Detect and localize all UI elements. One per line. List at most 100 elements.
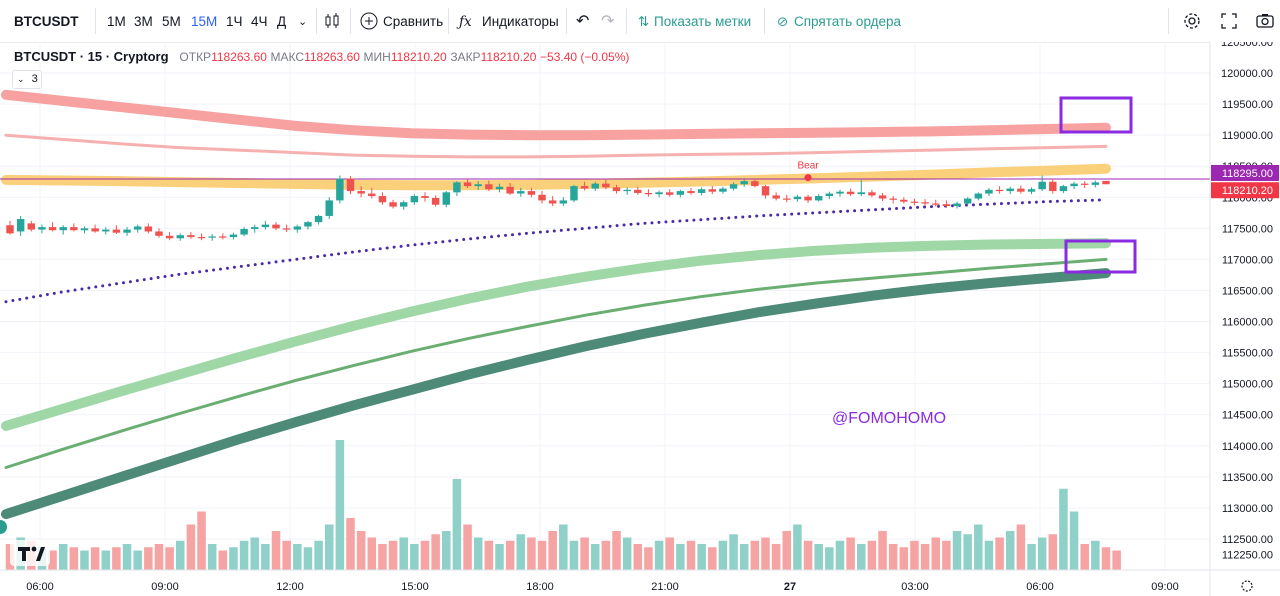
hide-orders-button[interactable]: Спрятать ордера	[794, 14, 902, 29]
undo-icon[interactable]: ↶	[576, 13, 590, 30]
timeframe-6[interactable]: Д	[277, 14, 287, 29]
volume-bar	[580, 537, 589, 570]
indicators-toggle[interactable]: ⌄ 3	[12, 70, 42, 89]
candle-body	[123, 229, 131, 233]
highlight-box-top	[1059, 96, 1133, 134]
bear-marker-dot	[804, 174, 812, 182]
volume-bar	[888, 544, 898, 570]
candle-body	[910, 201, 919, 203]
candle-body	[272, 224, 280, 229]
candle-body	[857, 192, 865, 195]
candle-body	[751, 181, 759, 187]
candle-body	[197, 237, 206, 239]
candle-body	[282, 228, 291, 230]
volume-bar	[58, 544, 68, 570]
candle-body	[399, 202, 408, 207]
symbol-search[interactable]: BTCUSDT	[14, 14, 79, 29]
indicators-button[interactable]: Индикаторы	[482, 14, 559, 29]
candle-body	[16, 219, 25, 232]
volume-bar	[1048, 534, 1058, 570]
legend-open: 118263.60	[211, 50, 267, 64]
gear-icon[interactable]	[1182, 11, 1202, 31]
candle-body	[1102, 180, 1110, 185]
candle-body	[1027, 189, 1036, 192]
price-chart[interactable]: Bear 112250.00 112500.00 113000.00 113500.00…	[0, 42, 1280, 596]
volume-bar	[399, 537, 408, 570]
timeframe-4[interactable]: 1Ч	[226, 14, 243, 29]
timeframe-0[interactable]: 1M	[107, 14, 126, 29]
volume-bar	[452, 479, 462, 570]
chevron-down-icon[interactable]: ⌄	[298, 16, 308, 28]
x-tick-label: 09:00	[1151, 581, 1179, 593]
candle-body	[506, 186, 514, 194]
volume-bar	[676, 544, 685, 570]
volume-bar	[601, 540, 611, 570]
volume-bar	[197, 511, 206, 570]
volume-bar	[1059, 488, 1068, 570]
timeframe-5[interactable]: 4Ч	[251, 14, 268, 29]
volume-bar	[942, 540, 951, 570]
candle-body	[953, 203, 961, 206]
legend-low-label: МИН	[363, 50, 391, 64]
candle-body	[59, 227, 67, 231]
candle-body	[463, 182, 472, 187]
candle-body	[687, 191, 695, 193]
volume-bar	[612, 531, 621, 570]
candle-body	[346, 178, 355, 192]
separator	[448, 8, 449, 34]
candle-body	[293, 226, 302, 230]
candle-body	[995, 189, 1004, 192]
volume-bar	[303, 547, 313, 570]
candle-body	[814, 196, 823, 201]
volume-bar	[559, 524, 568, 570]
indicator-orange-band	[1, 163, 1111, 191]
timeframe-1[interactable]: 3M	[134, 14, 153, 29]
volume-bar	[165, 547, 174, 570]
candle-body	[634, 189, 642, 193]
candle-body	[495, 186, 504, 190]
candle-body	[985, 189, 993, 194]
volume-bar	[346, 518, 355, 570]
separator	[316, 8, 317, 34]
volume-bar	[239, 540, 249, 570]
candle-body	[889, 198, 897, 200]
candle-body	[431, 197, 440, 205]
candle-body	[623, 189, 631, 192]
watermark: @FOMOHOMO	[832, 410, 947, 427]
indicators-count: 3	[31, 73, 38, 85]
candle-body	[240, 228, 248, 235]
candle-body	[155, 231, 163, 236]
timeframe-3[interactable]: 15M	[191, 14, 218, 29]
volume-bar	[1005, 531, 1015, 570]
compare-button[interactable]: Сравнить	[383, 14, 444, 29]
volume-bar	[218, 550, 228, 570]
redo-icon[interactable]: ↷	[601, 13, 615, 30]
y-tick-label: 113500.00	[1222, 472, 1273, 484]
show-marks-button[interactable]: Показать метки	[654, 14, 752, 29]
fullscreen-icon[interactable]	[1219, 11, 1239, 31]
candles-icon[interactable]	[322, 11, 342, 31]
volume-bar	[463, 524, 472, 570]
volume-bar	[473, 537, 483, 570]
candle-body	[559, 200, 568, 204]
timeframe-2[interactable]: 5M	[162, 14, 181, 29]
volume-bar	[80, 550, 89, 570]
candle-body	[1038, 181, 1046, 190]
volume-bar	[335, 440, 345, 570]
x-tick-label: 21:00	[651, 581, 679, 593]
price-label: 118295.00	[1222, 168, 1273, 180]
volume-bar	[857, 544, 866, 570]
indicator-upper-band-outer	[1, 89, 1111, 141]
highlight-box-bottom	[1064, 239, 1137, 274]
left-edge-marker	[0, 520, 7, 534]
x-tick-label: 27	[784, 581, 796, 593]
candle-body	[229, 234, 238, 238]
candle-body	[591, 183, 599, 189]
candle-body	[70, 227, 78, 231]
candle-body	[900, 199, 908, 202]
chart-legend: BTCUSDT · 15 · Cryptorg ОТКР118263.60 МА…	[14, 49, 629, 64]
y-tick-label: 116500.00	[1222, 285, 1273, 297]
candle-body	[1006, 188, 1014, 192]
candle-body	[538, 194, 546, 201]
camera-icon[interactable]	[1255, 11, 1275, 31]
